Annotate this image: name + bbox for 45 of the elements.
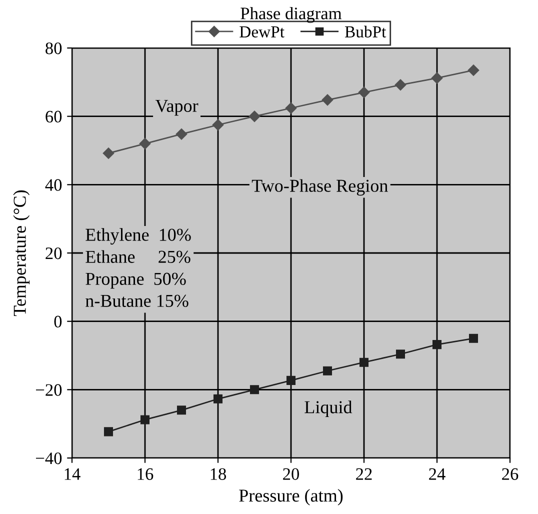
x-tick-label: 20 — [283, 468, 300, 480]
point — [358, 86, 370, 98]
point — [322, 94, 334, 106]
point — [104, 427, 114, 436]
point — [286, 376, 296, 385]
point — [140, 415, 150, 424]
legend-label: BubPt — [344, 26, 386, 38]
annotation: Ethylene 10% Ethane 25% Propane 50% n-Butane 15% — [86, 228, 191, 308]
point — [176, 128, 188, 140]
y-tick-label: 60 — [46, 110, 62, 123]
annotation: Liquid — [304, 400, 352, 417]
legend-label: DewPt — [240, 26, 284, 38]
point — [394, 79, 406, 91]
point — [431, 72, 443, 84]
y-tick-label: 0 — [54, 316, 62, 328]
x-tick-label: 18 — [210, 468, 226, 480]
point — [250, 385, 260, 394]
point — [139, 138, 151, 150]
y-tick-label: 40 — [45, 179, 62, 191]
point — [359, 358, 369, 367]
x-tick-label: 22 — [356, 468, 372, 480]
point — [212, 119, 224, 130]
point — [176, 406, 186, 415]
annotation: Two-Phase Region — [252, 179, 388, 196]
y-tick-label: −40 — [36, 452, 62, 464]
x-axis-title: Pressure (atm) — [239, 489, 343, 506]
point — [322, 366, 332, 376]
y-tick-label: 80 — [46, 42, 62, 54]
annotation: Vapor — [155, 100, 198, 116]
y-tick-label: −20 — [36, 384, 62, 396]
point — [396, 350, 406, 359]
point — [285, 102, 297, 114]
point — [468, 64, 480, 76]
y-tick-label: 20 — [46, 247, 62, 260]
point — [102, 148, 114, 159]
point — [213, 394, 223, 404]
x-tick-label: 16 — [138, 468, 154, 480]
x-tick-label: 26 — [502, 468, 518, 480]
chart-title: Phase diagram — [240, 7, 342, 23]
x-tick-label: 24 — [429, 468, 446, 480]
point — [248, 110, 260, 122]
x-tick-label: 14 — [64, 468, 80, 480]
y-axis-title: Temperature (°C) — [13, 190, 30, 316]
point — [468, 334, 478, 343]
point — [432, 340, 442, 350]
